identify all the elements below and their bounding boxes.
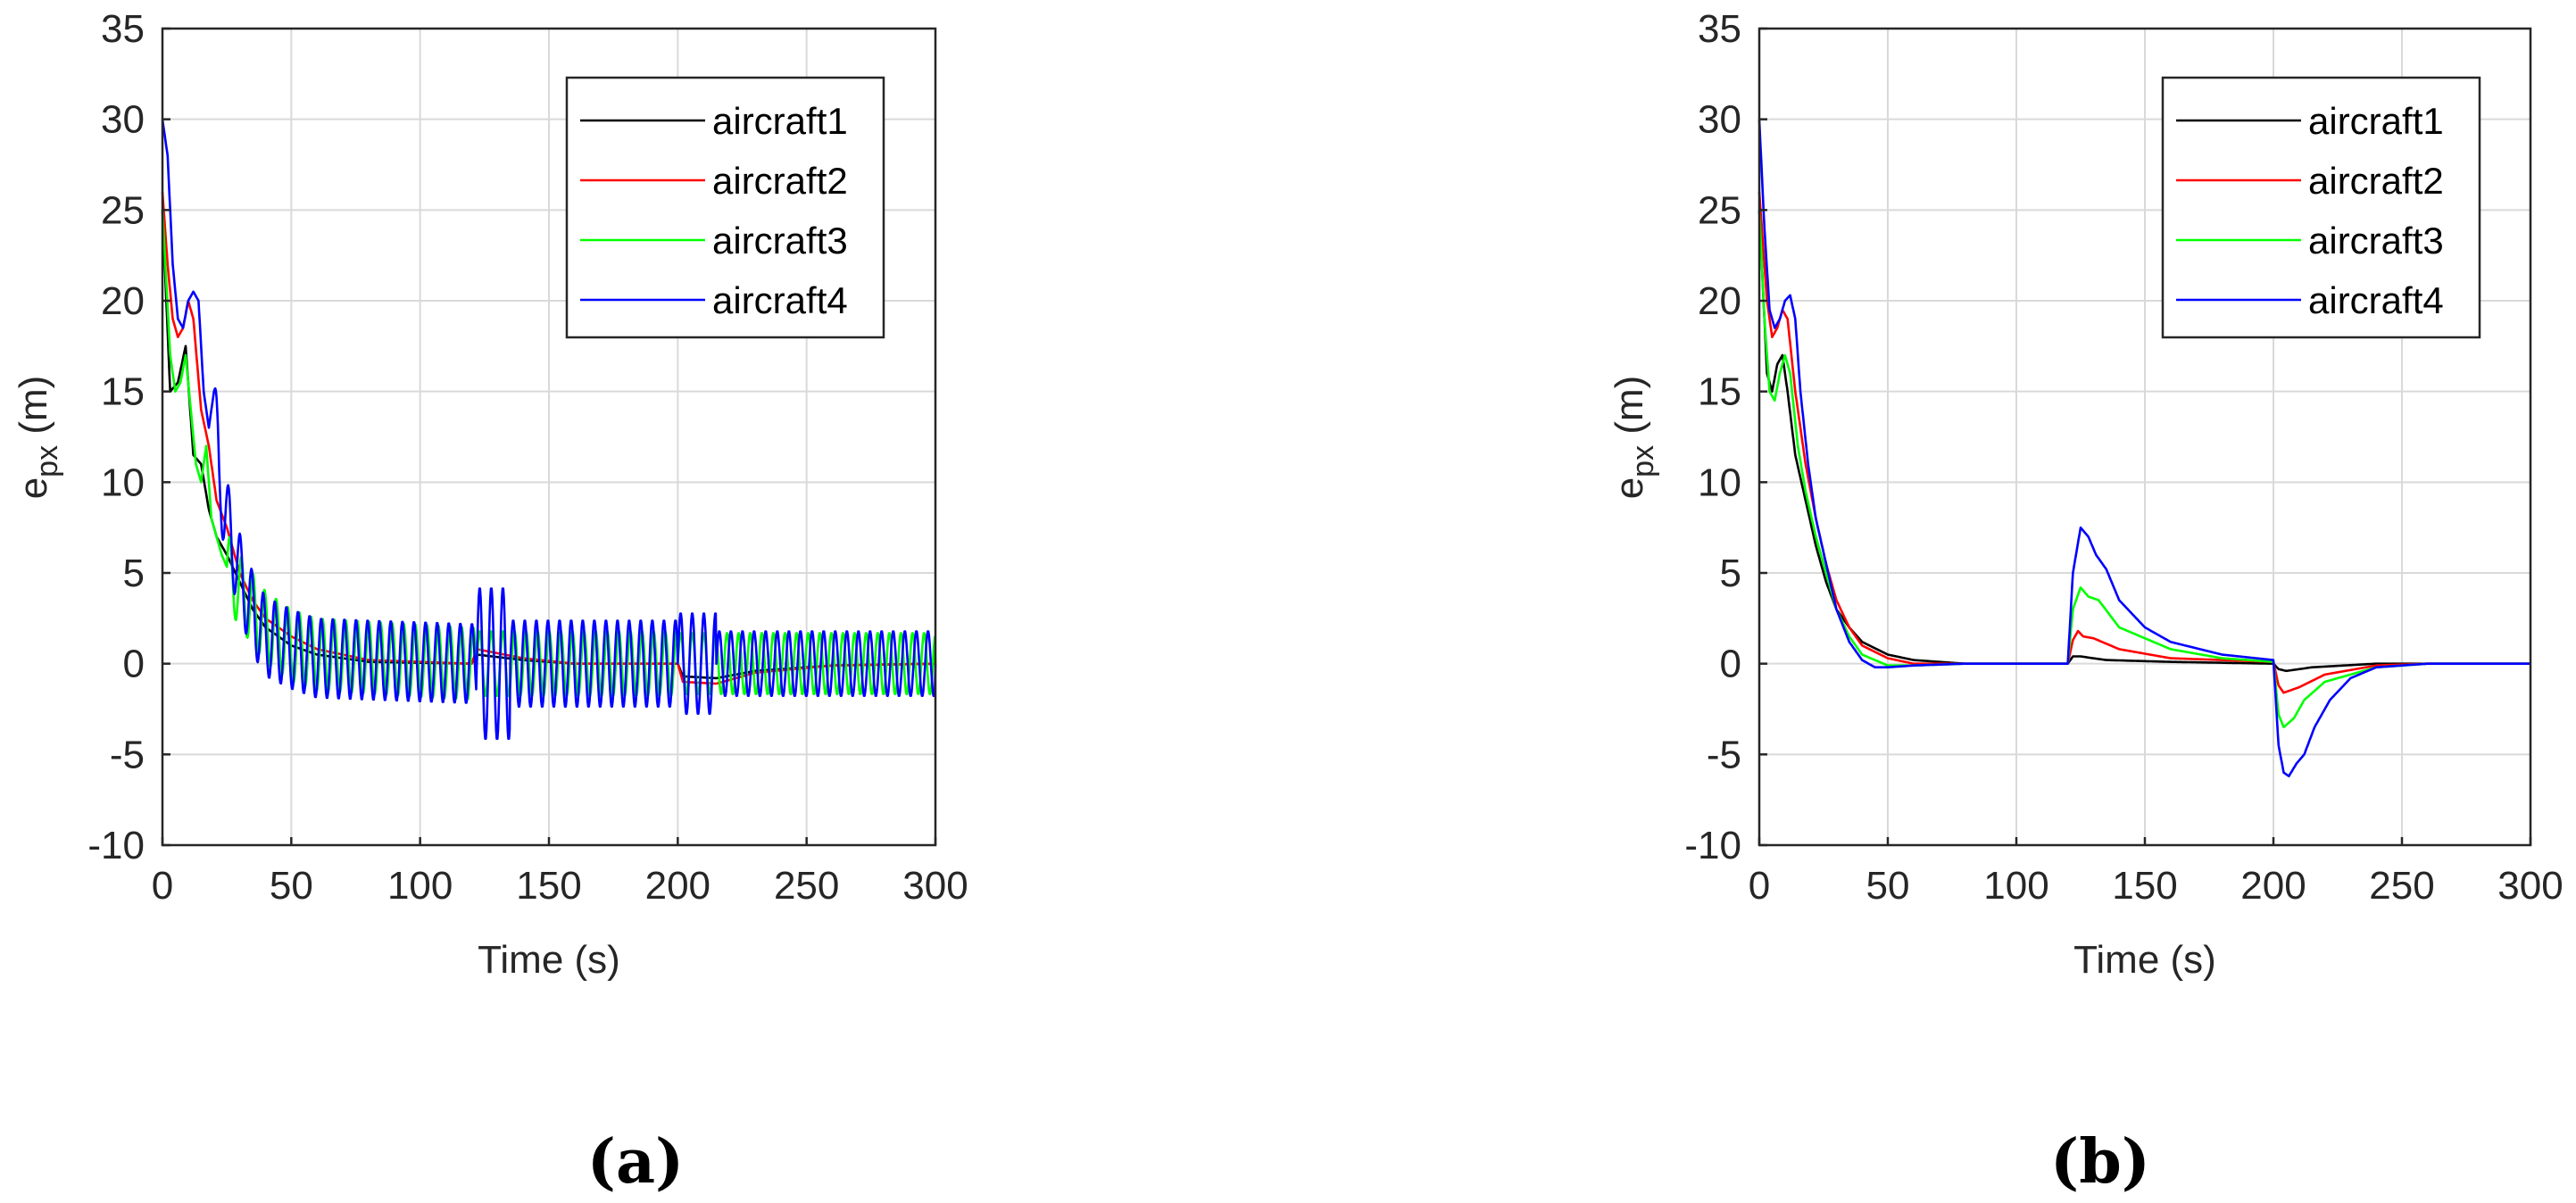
panel-b-x-tick-label: 150 [2112,864,2177,908]
panel-a-series-aircraft4-line [161,119,937,741]
panel-a-y-tick-label: 30 [101,98,145,142]
panel-a-legend-label-aircraft2: aircraft2 [712,160,848,202]
panel-a-x-tick-label: 250 [774,864,839,908]
panel-b-y-tick-label: -5 [1707,733,1741,776]
panel-b-x-tick-label: 100 [1983,864,2048,908]
panel-b-series-aircraft4-line [1757,119,2531,778]
panel-a-x-tick-label: 100 [387,864,453,908]
panel-b-legend-label-aircraft1: aircraft1 [2308,100,2444,142]
panel-b-x-axis-label: Time (s) [2073,938,2216,982]
panel-b-line-chart: 0 50 100 150 200 250 300 -10 -5 0 5 10 15 20 25 30 35 T… [1608,7,2564,1198]
panel-a-y-label-unit: (m) [12,376,55,445]
panel-a-x-tick-label: 0 [152,864,173,908]
panel-b-y-tick-label: 5 [1720,552,1741,595]
panel-a-y-axis-label: epx (m) [12,376,64,500]
panel-a-x-tick-label: 200 [645,864,710,908]
panel-b-y-tick-label: 20 [1698,279,1741,323]
panel-a-y-tick-label: 5 [123,552,145,595]
panel-a-caption: (a) [587,1126,684,1198]
panel-a-y-tick-label: 25 [101,188,145,232]
panel-b-legend-label-aircraft4: aircraft4 [2308,279,2444,321]
panel-b-y-label-unit: (m) [1608,376,1651,445]
panel-b-y-tick-label: 25 [1698,188,1741,232]
panel-a-y-tick-label: 10 [101,460,145,504]
panel-b-y-tick-label: -10 [1684,824,1741,867]
panel-a-legend-label-aircraft4: aircraft4 [712,279,848,321]
panel-a-y-label-base: e [12,477,55,499]
panel-a-legend-label-aircraft1: aircraft1 [712,100,848,142]
panel-a-x-tick-label: 150 [516,864,581,908]
panel-b-y-label-subscript: px [1626,445,1660,477]
panel-b-legend-label-aircraft3: aircraft3 [2308,220,2444,261]
panel-b-y-tick-label: 15 [1698,370,1741,414]
panel-a-y-tick-label: -10 [87,824,145,867]
panel-a-series-group [161,119,937,741]
panel-a-x-axis-label: Time (s) [478,938,620,982]
panel-b-x-tick-label: 0 [1749,864,1770,908]
panel-a-x-ticks: 0 50 100 150 200 250 300 [152,837,968,908]
panel-b-x-tick-label: 250 [2369,864,2434,908]
panel-b-y-ticks: -10 -5 0 5 10 15 20 25 30 35 [1684,7,1767,867]
panel-b-y-tick-label: 10 [1698,460,1741,504]
panel-a-y-tick-label: -5 [110,733,145,776]
panel-b-y-axis-label: epx (m) [1608,376,1660,500]
panel-a-y-tick-label: 0 [123,643,145,686]
panel-a-y-ticks: -10 -5 0 5 10 15 20 25 30 35 [87,7,170,867]
panel-b-caption: (b) [2050,1126,2150,1198]
panel-a-legend-label-aircraft3: aircraft3 [712,220,848,261]
panel-b-x-tick-label: 50 [1866,864,1910,908]
panel-b-x-tick-label: 300 [2497,864,2563,908]
panel-b-y-tick-label: 35 [1698,7,1741,51]
panel-b-legend-label-aircraft2: aircraft2 [2308,160,2444,202]
panel-a-y-tick-label: 35 [101,7,145,51]
panel-a-y-tick-label: 20 [101,279,145,323]
panel-a-x-tick-label: 50 [270,864,313,908]
panel-b-y-tick-label: 30 [1698,98,1741,142]
panel-b-y-tick-label: 0 [1720,643,1741,686]
panel-a-y-label-subscript: px [30,445,64,477]
panel-a-y-tick-label: 15 [101,370,145,414]
panel-a-x-tick-label: 300 [902,864,968,908]
panel-b-y-label-base: e [1608,477,1651,499]
panel-b-series-group [1757,119,2531,778]
panel-b-legend: aircraft1 aircraft2 aircraft3 aircraft4 [2161,76,2481,339]
panel-a-line-chart: 0 50 100 150 200 250 300 -10 -5 0 5 10 15 20 25 30 35 T… [12,7,968,1198]
panel-a-legend: aircraft1 aircraft2 aircraft3 aircraft4 [565,76,885,339]
panel-b-x-tick-label: 200 [2240,864,2306,908]
panel-b-x-ticks: 0 50 100 150 200 250 300 [1749,837,2564,908]
